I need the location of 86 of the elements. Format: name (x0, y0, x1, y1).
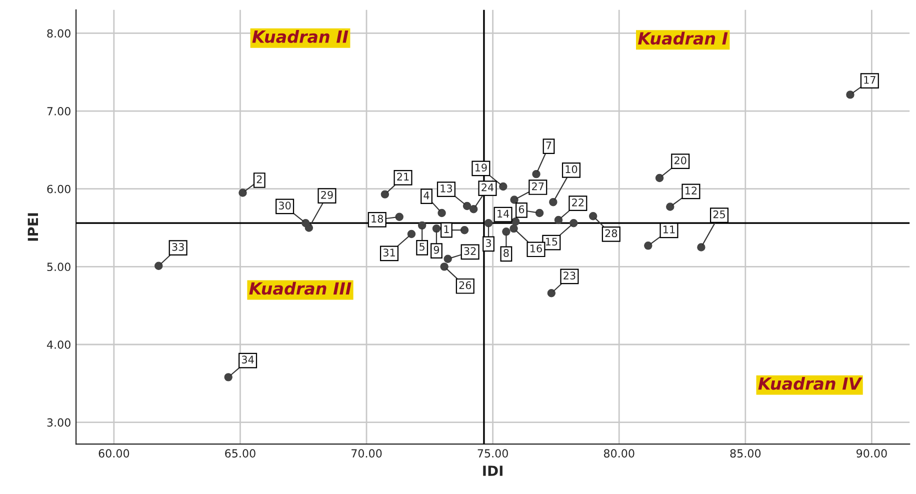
annotation: 20 (674, 156, 686, 164)
point (511, 217, 520, 226)
point (588, 212, 598, 220)
annotation: 11 (664, 226, 675, 234)
annotation: 6 (518, 205, 524, 214)
annotation: 17 (864, 76, 876, 84)
annotation: 16 (530, 244, 542, 252)
annotation: 1 (444, 225, 449, 233)
point (554, 216, 563, 224)
annotation: Kuadran II (252, 30, 348, 43)
annotation: 21 (397, 172, 409, 181)
annotation: 5 (420, 242, 424, 251)
point (549, 198, 558, 206)
point (644, 242, 652, 250)
annotation: Kuadran IV (758, 376, 862, 390)
annotation: 12 (685, 186, 697, 194)
y-tick-label: 7.00 (47, 107, 70, 116)
point (444, 254, 452, 264)
annotation: 18 (372, 214, 384, 223)
annotation: 9 (434, 246, 440, 254)
point (502, 228, 510, 236)
annotation: 14 (498, 210, 510, 218)
point (846, 90, 854, 99)
annotation: 32 (464, 247, 476, 255)
x-axis-title: IDI (483, 466, 502, 476)
y-axis-title: IPEI (28, 213, 38, 241)
point (499, 182, 508, 191)
annotation: 23 (564, 272, 576, 280)
annotation: 31 (383, 248, 395, 256)
point (432, 224, 441, 233)
annotation: 2 (256, 175, 262, 184)
point (438, 208, 446, 218)
annotation: 29 (321, 190, 333, 199)
point (395, 212, 404, 221)
x-tick-label: 65.00 (225, 449, 256, 458)
annotation: 7 (546, 142, 552, 150)
x-tick-label: 85.00 (730, 449, 761, 458)
annotation: Kuadran III (249, 282, 352, 295)
annotation: 15 (546, 238, 558, 246)
x-tick-label: 60.00 (98, 449, 130, 458)
annotation: Kuadran I (638, 32, 728, 45)
annotation: 19 (475, 164, 487, 172)
y-tick-label: 6.00 (47, 184, 70, 194)
point (655, 174, 664, 182)
annotation: 3 (486, 239, 491, 247)
point (470, 204, 478, 214)
y-tick-label: 5.00 (47, 262, 70, 272)
annotation: 28 (605, 229, 618, 238)
point (224, 373, 232, 382)
x-tick-label: 80.00 (604, 449, 634, 458)
annotation: 26 (459, 281, 472, 290)
annotation: 30 (278, 202, 291, 210)
point (510, 196, 518, 204)
point (570, 218, 578, 228)
annotation: 34 (242, 356, 254, 364)
annotation: 24 (482, 183, 494, 192)
point (535, 208, 544, 218)
point (697, 243, 706, 252)
y-tick-label: 8.00 (47, 29, 70, 38)
point (238, 188, 247, 197)
point (510, 224, 518, 233)
point (380, 190, 390, 198)
point (418, 221, 426, 230)
x-tick-label: 90.00 (856, 449, 887, 458)
point (407, 230, 416, 238)
annotation: 33 (172, 242, 184, 251)
point (440, 262, 448, 271)
point (666, 202, 674, 211)
annotation: 10 (566, 165, 578, 174)
point (154, 262, 163, 270)
annotation: 27 (532, 182, 544, 190)
y-tick-label: 3.00 (47, 418, 70, 427)
annotation: 13 (440, 184, 452, 192)
point (484, 218, 493, 228)
y-tick-label: 4.00 (46, 340, 70, 349)
annotation: 8 (504, 249, 509, 257)
annotation: 4 (424, 192, 430, 200)
point (532, 170, 540, 178)
point (547, 289, 556, 298)
point (460, 226, 469, 234)
annotation: 25 (713, 210, 725, 218)
annotation: 22 (572, 198, 584, 206)
point (302, 218, 310, 228)
x-tick-label: 70.00 (352, 449, 382, 458)
point (462, 202, 472, 210)
x-tick-label: 75.00 (478, 449, 508, 458)
